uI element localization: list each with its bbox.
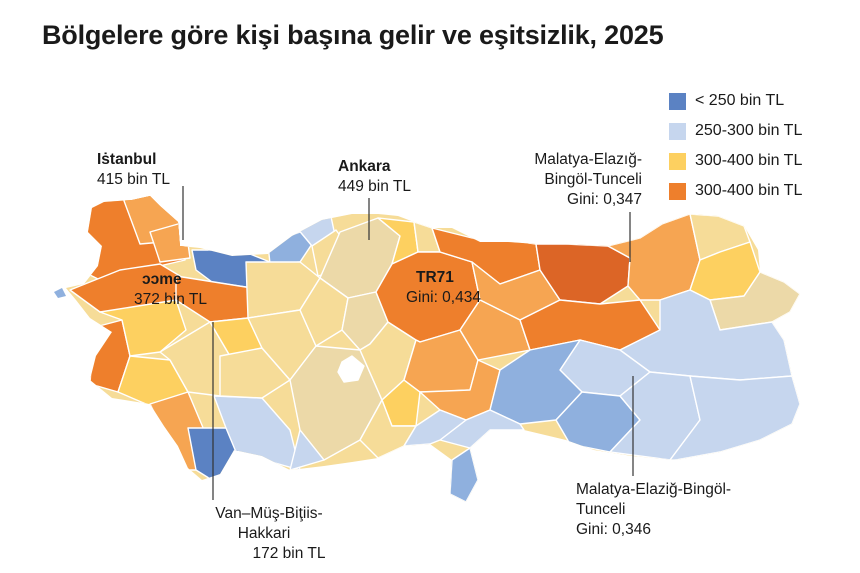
annotation-ankara-value: 449 bin TL <box>338 178 411 195</box>
annotation-izmir-value: 372 bin TL <box>134 291 207 308</box>
region-adiyaman <box>439 409 525 449</box>
annotation-istanbul-value: 415 bin TL <box>97 171 170 188</box>
annotation-malatya-bottom: Malatya-Elaziğ-Bingöl- Tunceli Gini: 0,3… <box>576 480 731 540</box>
legend-item-300-400-yellow: 300-400 bin TL <box>669 146 802 176</box>
annotation-malatya-top-line1: Malatya-Elazığ- <box>534 151 642 168</box>
region-adana <box>403 409 467 447</box>
annotation-van-value: 172 bin TL <box>252 545 326 562</box>
region-van <box>669 375 800 461</box>
gokceada-island <box>54 288 66 298</box>
annotation-tr71: TR71 Gini: 0,434 <box>406 268 481 308</box>
annotation-van-line1: Van–Müş-Biţiis- <box>215 505 323 522</box>
annotation-izmir: ɔɔme 372 bin TL <box>134 270 207 310</box>
annotation-ankara: Ankara 449 bin TL <box>338 157 411 197</box>
region-hatay <box>449 447 479 502</box>
legend-label: 300-400 bin TL <box>695 182 803 199</box>
legend-swatch <box>669 92 686 110</box>
annotation-malatya-bottom-line1: Malatya-Elaziğ-Bingöl- <box>576 481 732 498</box>
legend-swatch <box>669 122 686 140</box>
annotation-malatya-top: Malatya-Elazığ- Bingöl-Tunceli Gini: 0,3… <box>498 150 642 210</box>
annotation-malatya-bottom-line2: Tunceli <box>576 501 626 518</box>
legend-item-under-250: < 250 bin TL <box>669 86 802 116</box>
legend-label: 250-300 bin TL <box>695 122 803 139</box>
annotation-malatya-bottom-gini: Gini: 0,346 <box>576 521 651 538</box>
annotation-tr71-gini: Gini: 0,434 <box>406 289 481 306</box>
region-karaman <box>289 429 325 471</box>
legend-swatch <box>669 152 686 170</box>
annotation-malatya-top-gini: Gini: 0,347 <box>567 191 642 208</box>
annotation-istanbul-name: Iṡtanbul <box>97 151 157 168</box>
legend-swatch <box>669 182 686 200</box>
legend-label: 300-400 bin TL <box>695 152 803 169</box>
salt-lake <box>337 355 365 383</box>
legend-label: < 250 bin TL <box>695 92 785 109</box>
annotation-istanbul: Iṡtanbul 415 bin TL <box>97 150 170 190</box>
map-legend: < 250 bin TL 250-300 bin TL 300-400 bin … <box>669 86 802 206</box>
annotation-ankara-name: Ankara <box>338 158 391 175</box>
map-title: Bölgelere göre kişi başına gelir ve eşit… <box>42 20 664 50</box>
annotation-malatya-top-line2: Bingöl-Tunceli <box>544 171 642 188</box>
annotation-izmir-name: ɔɔme <box>142 271 182 288</box>
annotation-van: Van–Müş-Biţiis- Hakkari 172 bin TL <box>184 504 354 564</box>
annotation-van-line2: Hakkari <box>237 525 291 542</box>
legend-item-300-400-orange: 300-400 bin TL <box>669 176 802 206</box>
annotation-tr71-name: TR71 <box>416 269 454 286</box>
region-amasya <box>459 299 531 361</box>
legend-item-250-300: 250-300 bin TL <box>669 116 802 146</box>
leader-lines <box>182 186 634 500</box>
